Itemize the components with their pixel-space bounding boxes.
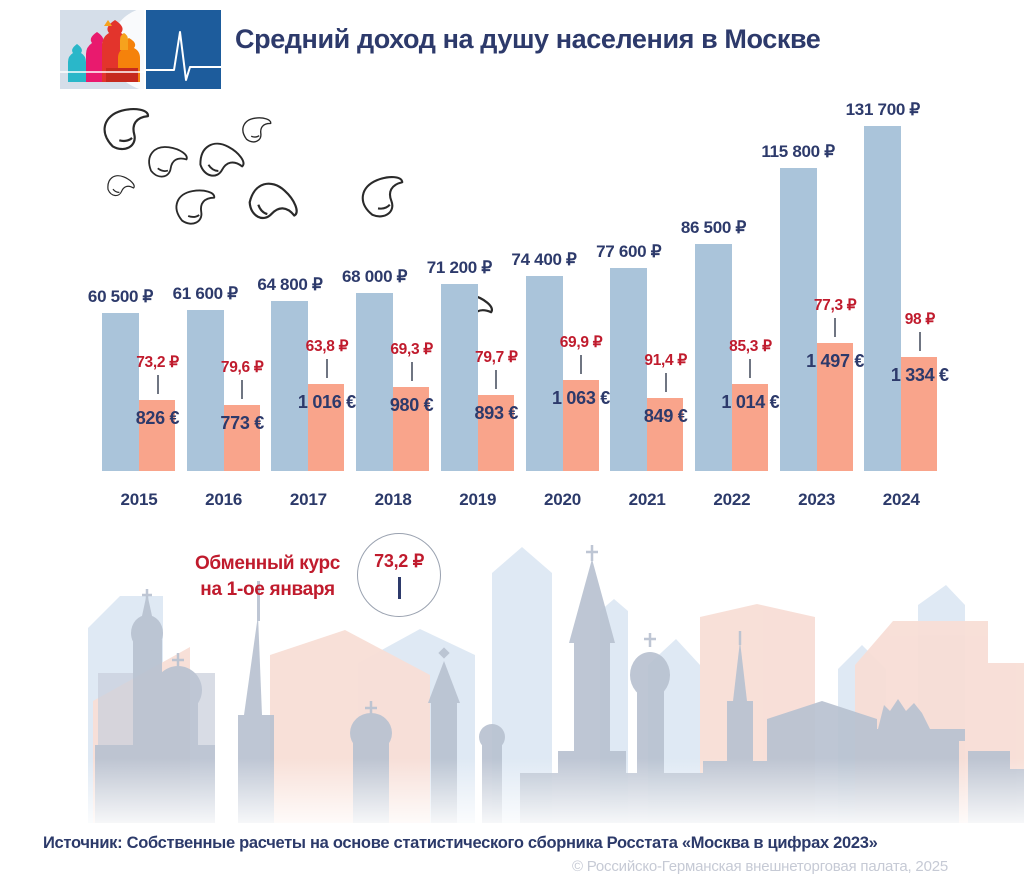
- euro-value-label-2024: 1 334 €: [890, 364, 949, 385]
- year-axis-label-2024: 2024: [882, 490, 920, 509]
- ruble-bar-2019: [440, 284, 478, 471]
- euro-value-label-2015: 826 €: [135, 408, 180, 429]
- ruble-value-label-2019: 71 200 ₽: [426, 258, 492, 278]
- exchange-rate-connector-2017: [325, 359, 328, 379]
- euro-bar-2017: [308, 384, 345, 471]
- page-title: Средний доход на душу населения в Москве: [235, 24, 821, 54]
- ruble-bar-2018: [356, 292, 394, 471]
- euro-bar-2022: [731, 384, 768, 471]
- pulse-line-icon: [146, 10, 221, 89]
- exchange-rate-connector-2021: [664, 373, 667, 393]
- euro-bar-2018: [393, 387, 430, 471]
- ruble-bar-2021: [610, 267, 648, 471]
- ruble-value-label-2023: 115 800 ₽: [761, 141, 835, 161]
- ruble-bar-2020: [525, 276, 563, 471]
- euro-value-label-2018: 980 €: [389, 395, 434, 416]
- legend-sample-circle: 73,2 ₽: [357, 533, 441, 617]
- exchange-rate-label-2024: 98 ₽: [904, 310, 936, 328]
- exchange-rate-label-2020: 69,9 ₽: [559, 334, 603, 352]
- ruble-value-label-2018: 68 000 ₽: [342, 266, 408, 286]
- ruble-value-label-2022: 86 500 ₽: [680, 218, 746, 238]
- exchange-rate-label-2021: 91,4 ₽: [644, 352, 687, 370]
- exchange-rate-label-2015: 73,2 ₽: [136, 354, 179, 372]
- legend-sample-connector: [397, 577, 401, 599]
- exchange-rate-connector-2016: [241, 379, 244, 399]
- copyright-note: © Российско-Германская внешнеторговая па…: [571, 858, 948, 875]
- year-axis-label-2019: 2019: [459, 490, 497, 509]
- ruble-bar-2015: [102, 312, 139, 471]
- ruble-value-label-2017: 64 800 ₽: [257, 275, 323, 295]
- exchange-rate-connector-2022: [749, 359, 752, 379]
- legend-line1: Обменный курс: [194, 553, 341, 574]
- exchange-rate-label-2019: 79,7 ₽: [475, 348, 518, 366]
- exchange-rate-connector-2023: [834, 318, 837, 337]
- legend-exchange-rate-label: Обменный курс на 1-ое января: [190, 551, 345, 603]
- year-axis-label-2017: 2017: [289, 490, 327, 509]
- euro-value-label-2022: 1 014 €: [721, 392, 780, 413]
- year-axis-label-2021: 2021: [628, 490, 666, 509]
- ruble-bar-2016: [186, 309, 224, 471]
- chamber-logo: [60, 7, 221, 91]
- exchange-rate-connector-2020: [580, 355, 582, 375]
- euro-bar-2020: [562, 380, 599, 471]
- euro-value-label-2021: 849 €: [643, 406, 688, 427]
- legend-sample-value: 73,2 ₽: [374, 551, 424, 571]
- source-note: Источник: Собственные расчеты на основе …: [43, 834, 878, 852]
- exchange-rate-label-2018: 69,3 ₽: [390, 341, 433, 359]
- euro-bar-2024: [901, 356, 938, 471]
- ruble-value-label-2024: 131 700 ₽: [845, 100, 921, 119]
- ruble-value-label-2021: 77 600 ₽: [596, 241, 662, 261]
- ruble-value-label-2020: 74 400 ₽: [511, 250, 577, 270]
- ruble-bar-2023: [779, 167, 817, 471]
- exchange-rate-connector-2019: [495, 369, 498, 389]
- legend-line2: на 1-ое января: [200, 579, 335, 600]
- exchange-rate-connector-2018: [410, 362, 413, 382]
- euro-value-label-2023: 1 497 €: [806, 351, 865, 371]
- euro-bar-2016: [223, 404, 260, 471]
- year-axis-label-2016: 2016: [205, 490, 243, 509]
- exchange-rate-label-2022: 85,3 ₽: [729, 338, 772, 356]
- euro-value-label-2020: 1 063 €: [552, 388, 610, 409]
- euro-bar-2023: [816, 343, 853, 471]
- exchange-rate-label-2017: 63,8 ₽: [305, 338, 349, 356]
- year-axis-label-2018: 2018: [374, 490, 412, 509]
- ruble-value-label-2016: 61 600 ₽: [172, 283, 238, 303]
- year-axis-label-2022: 2022: [713, 490, 751, 509]
- exchange-rate-connector-2015: [156, 375, 159, 395]
- euro-bar-2021: [647, 398, 684, 471]
- year-axis-label-2023: 2023: [798, 490, 836, 509]
- ruble-bar-2024: [864, 126, 902, 471]
- ruble-bar-2017: [271, 301, 309, 471]
- st-basil-domes-icon: [60, 7, 221, 91]
- exchange-rate-connector-2024: [918, 331, 921, 351]
- euro-value-label-2016: 773 €: [220, 412, 264, 433]
- moscow-skyline-illustration: [0, 545, 1024, 833]
- euro-bar-2015: [139, 400, 175, 471]
- exchange-rate-label-2016: 79,6 ₽: [220, 358, 264, 376]
- euro-bar-2019: [477, 394, 514, 471]
- ruble-value-label-2015: 60 500 ₽: [87, 286, 154, 306]
- year-axis-label-2015: 2015: [120, 490, 158, 509]
- exchange-rate-label-2023: 77,3 ₽: [813, 297, 857, 314]
- year-axis-label-2020: 2020: [543, 490, 582, 509]
- euro-value-label-2019: 893 €: [474, 402, 519, 423]
- ruble-bar-2022: [694, 244, 732, 471]
- euro-value-label-2017: 1 016 €: [297, 392, 356, 413]
